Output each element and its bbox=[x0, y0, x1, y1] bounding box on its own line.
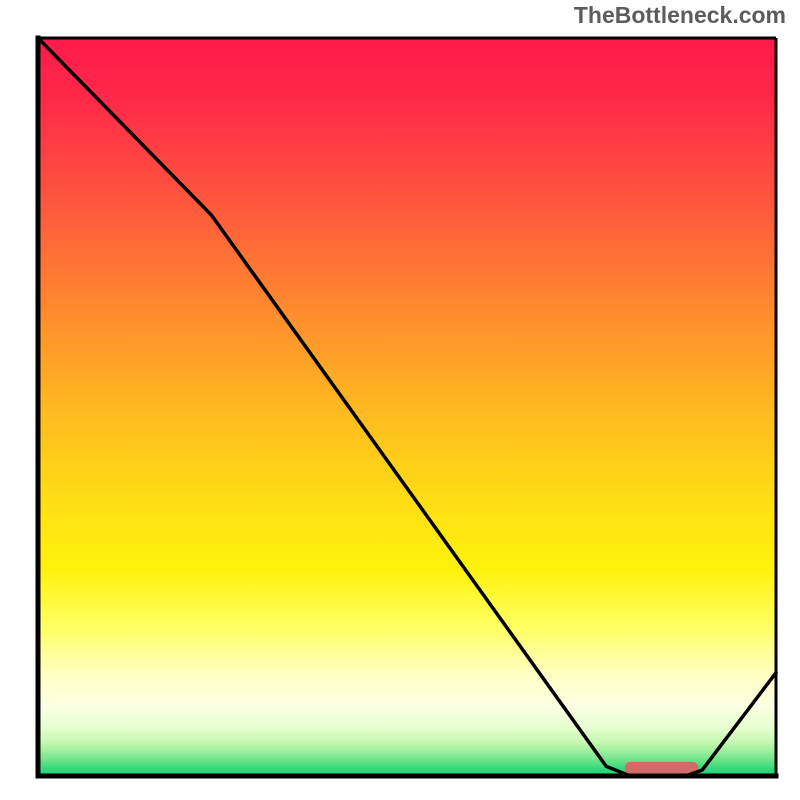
minimum-marker bbox=[625, 762, 699, 774]
bottleneck-chart bbox=[0, 0, 800, 800]
watermark: TheBottleneck.com bbox=[574, 2, 786, 29]
